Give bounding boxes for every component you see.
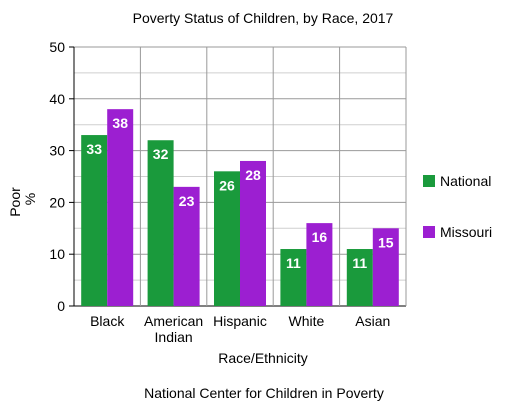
bar-value-labels: 33 38 32 23 26 28 11 16 11 15 [86, 115, 393, 271]
y-tick-label: 10 [49, 246, 65, 262]
bar-value-label: 11 [286, 255, 301, 271]
x-tick-label: Black [90, 313, 125, 329]
bar-missouri-0 [107, 109, 134, 306]
bar-value-label: 32 [153, 146, 169, 162]
bar-value-label: 11 [352, 255, 367, 271]
bar-national-3 [280, 249, 307, 306]
bar-national-1 [147, 140, 174, 306]
y-tick-label: 30 [49, 143, 65, 159]
x-tick-label: Asian [355, 313, 390, 329]
legend-label-missouri: Missouri [440, 224, 492, 240]
bar-value-label: 15 [378, 234, 394, 250]
bar-national-0 [81, 135, 108, 306]
legend-swatch-missouri [423, 226, 435, 238]
x-axis-ticks: Black American Indian Hispanic White Asian [90, 313, 390, 345]
chart-title: Poverty Status of Children, by Race, 201… [133, 10, 394, 26]
bar-value-label: 38 [112, 115, 128, 131]
x-axis-label: Race/Ethnicity [218, 350, 307, 366]
legend-swatch-national [423, 175, 435, 187]
y-axis-label-line2: % [22, 193, 38, 205]
bar-value-label: 26 [219, 177, 235, 193]
bar-national-4 [346, 249, 373, 306]
x-tick-label: Hispanic [213, 313, 267, 329]
bar-value-label: 16 [312, 229, 328, 245]
x-tick-label: White [289, 313, 325, 329]
legend: National Missouri [423, 173, 492, 240]
source-note: National Center for Children in Poverty [144, 385, 384, 401]
y-tick-label: 0 [57, 298, 65, 314]
bar-missouri-3 [306, 223, 333, 306]
bar-value-label: 23 [179, 193, 195, 209]
legend-label-national: National [440, 173, 491, 189]
bar-missouri-1 [173, 186, 200, 306]
bar-missouri-4 [372, 228, 399, 306]
bar-national-2 [214, 171, 240, 306]
y-tick-label: 20 [49, 194, 65, 210]
bar-value-label: 28 [245, 167, 261, 183]
bar-missouri-2 [240, 160, 266, 306]
y-axis-ticks: 0 10 20 30 40 50 [49, 39, 74, 314]
bar-value-label: 33 [86, 141, 102, 157]
y-tick-label: 40 [49, 91, 65, 107]
y-tick-label: 50 [49, 39, 65, 55]
y-axis-label-line1: Poor [7, 187, 23, 217]
bars [81, 109, 399, 306]
x-tick-label: American Indian [144, 313, 203, 345]
